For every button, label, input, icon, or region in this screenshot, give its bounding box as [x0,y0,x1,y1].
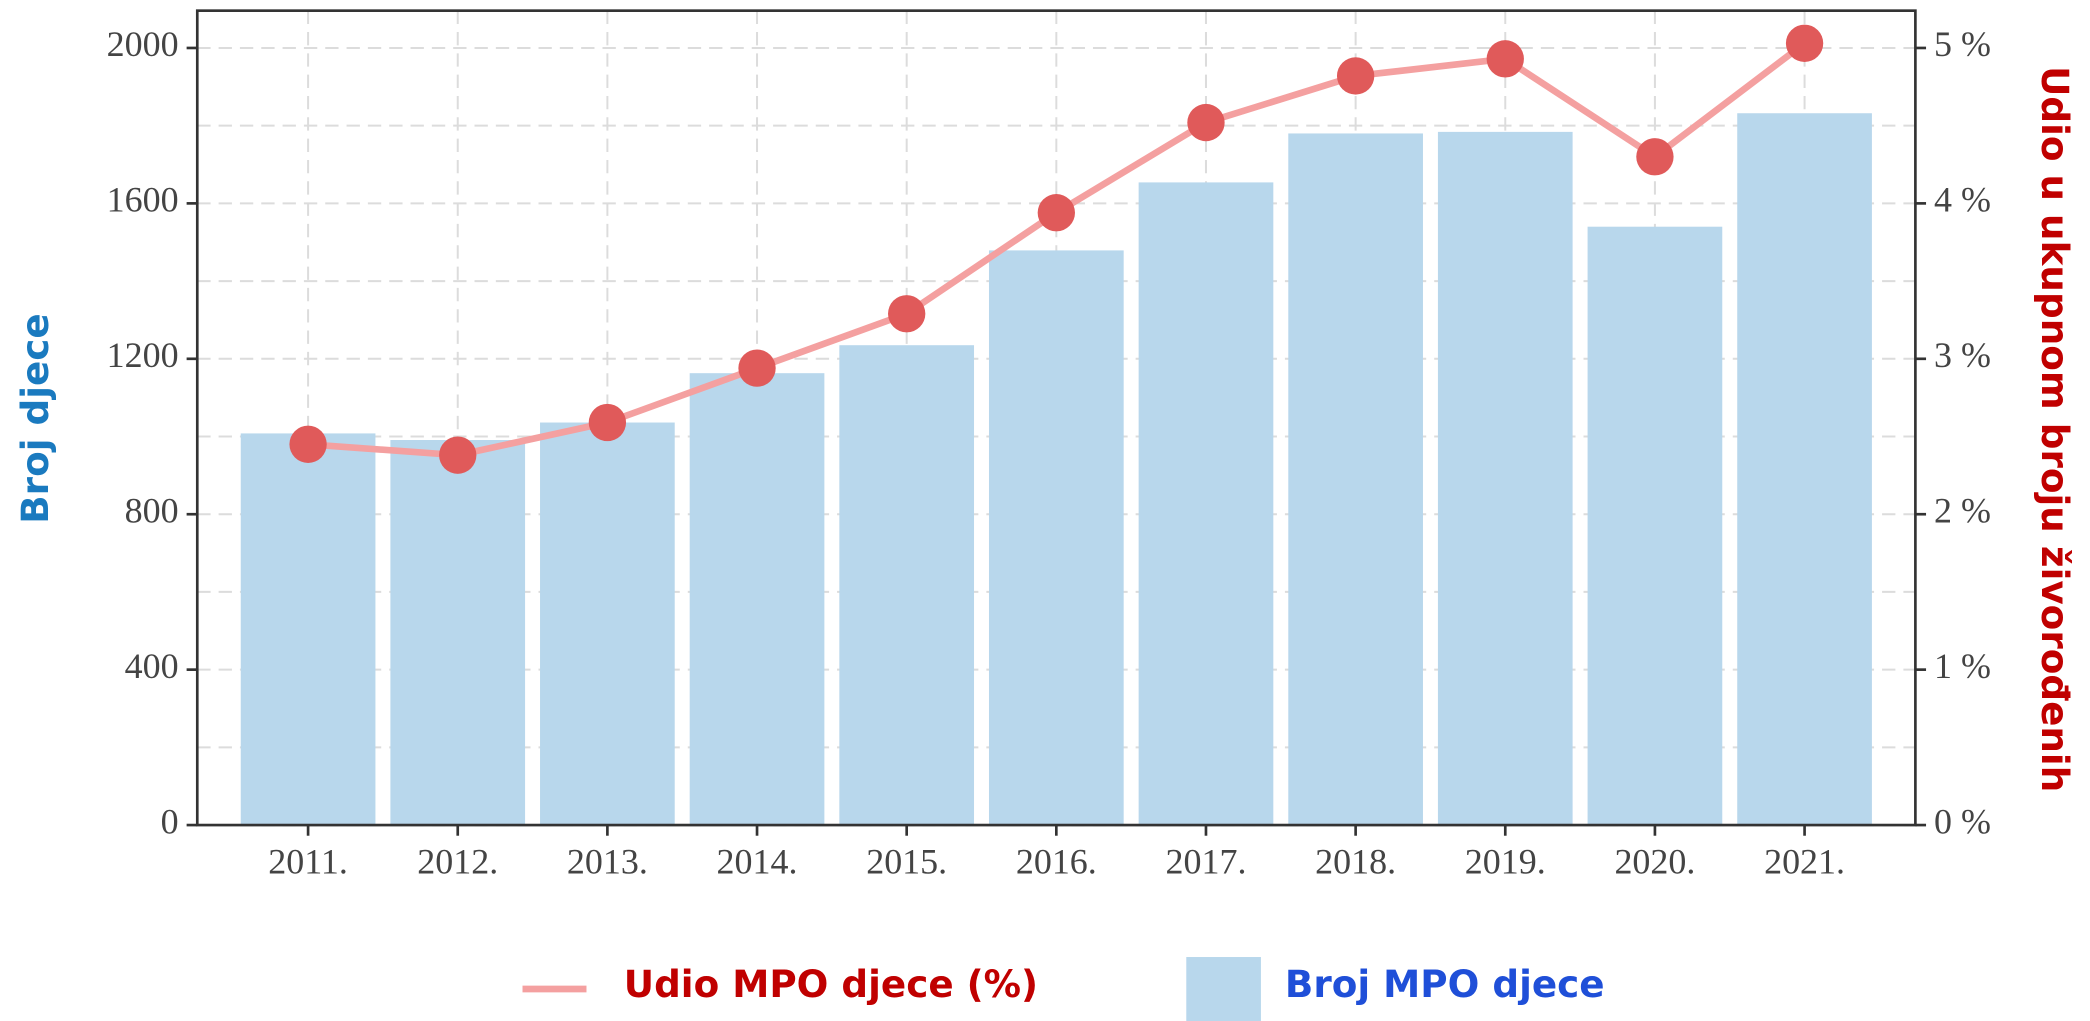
point [1636,138,1674,176]
point [738,349,776,387]
y-tick-label: 0 [161,801,179,841]
bar [1737,113,1872,826]
y-tick-label: 2000 [107,24,179,64]
x-tick-label: 2011. [268,841,348,881]
point [1486,40,1524,78]
bar [1437,131,1573,826]
y-tick-label: 1200 [107,335,179,375]
point [1785,24,1824,62]
bar [390,440,526,826]
y-tick-label: 800 [125,490,179,530]
y2-tick-label: 1 % [1934,646,1991,686]
point [1187,103,1225,142]
point [1037,194,1075,232]
legend-swatch [1186,957,1261,1021]
x-tick-label: 2019. [1465,841,1546,881]
x-tick-label: 2015. [866,841,947,881]
bar [988,250,1124,826]
x-tick-label: 2014. [717,841,798,881]
x-tick-label: 2017. [1166,841,1247,881]
legend-label: Broj MPO djece [1285,962,1605,1006]
point [289,425,327,463]
point [588,403,627,442]
point [888,295,926,333]
y2-tick-label: 4 % [1934,180,1991,220]
point [1336,57,1375,95]
x-tick-label: 2012. [417,841,498,881]
bar [1288,133,1423,826]
bar [689,373,825,826]
y2-tick-label: 0 % [1934,801,1991,841]
bar [540,422,675,826]
y2-tick-label: 3 % [1934,335,1991,375]
y2-tick-label: 5 % [1934,24,1991,64]
y2-tick-label: 2 % [1934,490,1991,530]
x-tick-label: 2021. [1764,841,1845,881]
y2-axis-title: Udio u ukupnom broju živorođenih [2033,66,2077,792]
x-tick-label: 2018. [1315,841,1396,881]
x-tick-label: 2016. [1016,841,1097,881]
y-tick-label: 1600 [107,180,179,220]
legend-label: Udio MPO djece (%) [624,962,1038,1006]
bar [240,433,376,826]
y-axis-title: Broj djece [13,313,57,523]
y-tick-label: 400 [125,646,179,686]
bar [1587,226,1723,826]
point [439,436,477,474]
bar [839,345,975,826]
bar [1138,182,1274,826]
x-tick-label: 2020. [1614,841,1695,881]
x-tick-label: 2013. [567,841,648,881]
